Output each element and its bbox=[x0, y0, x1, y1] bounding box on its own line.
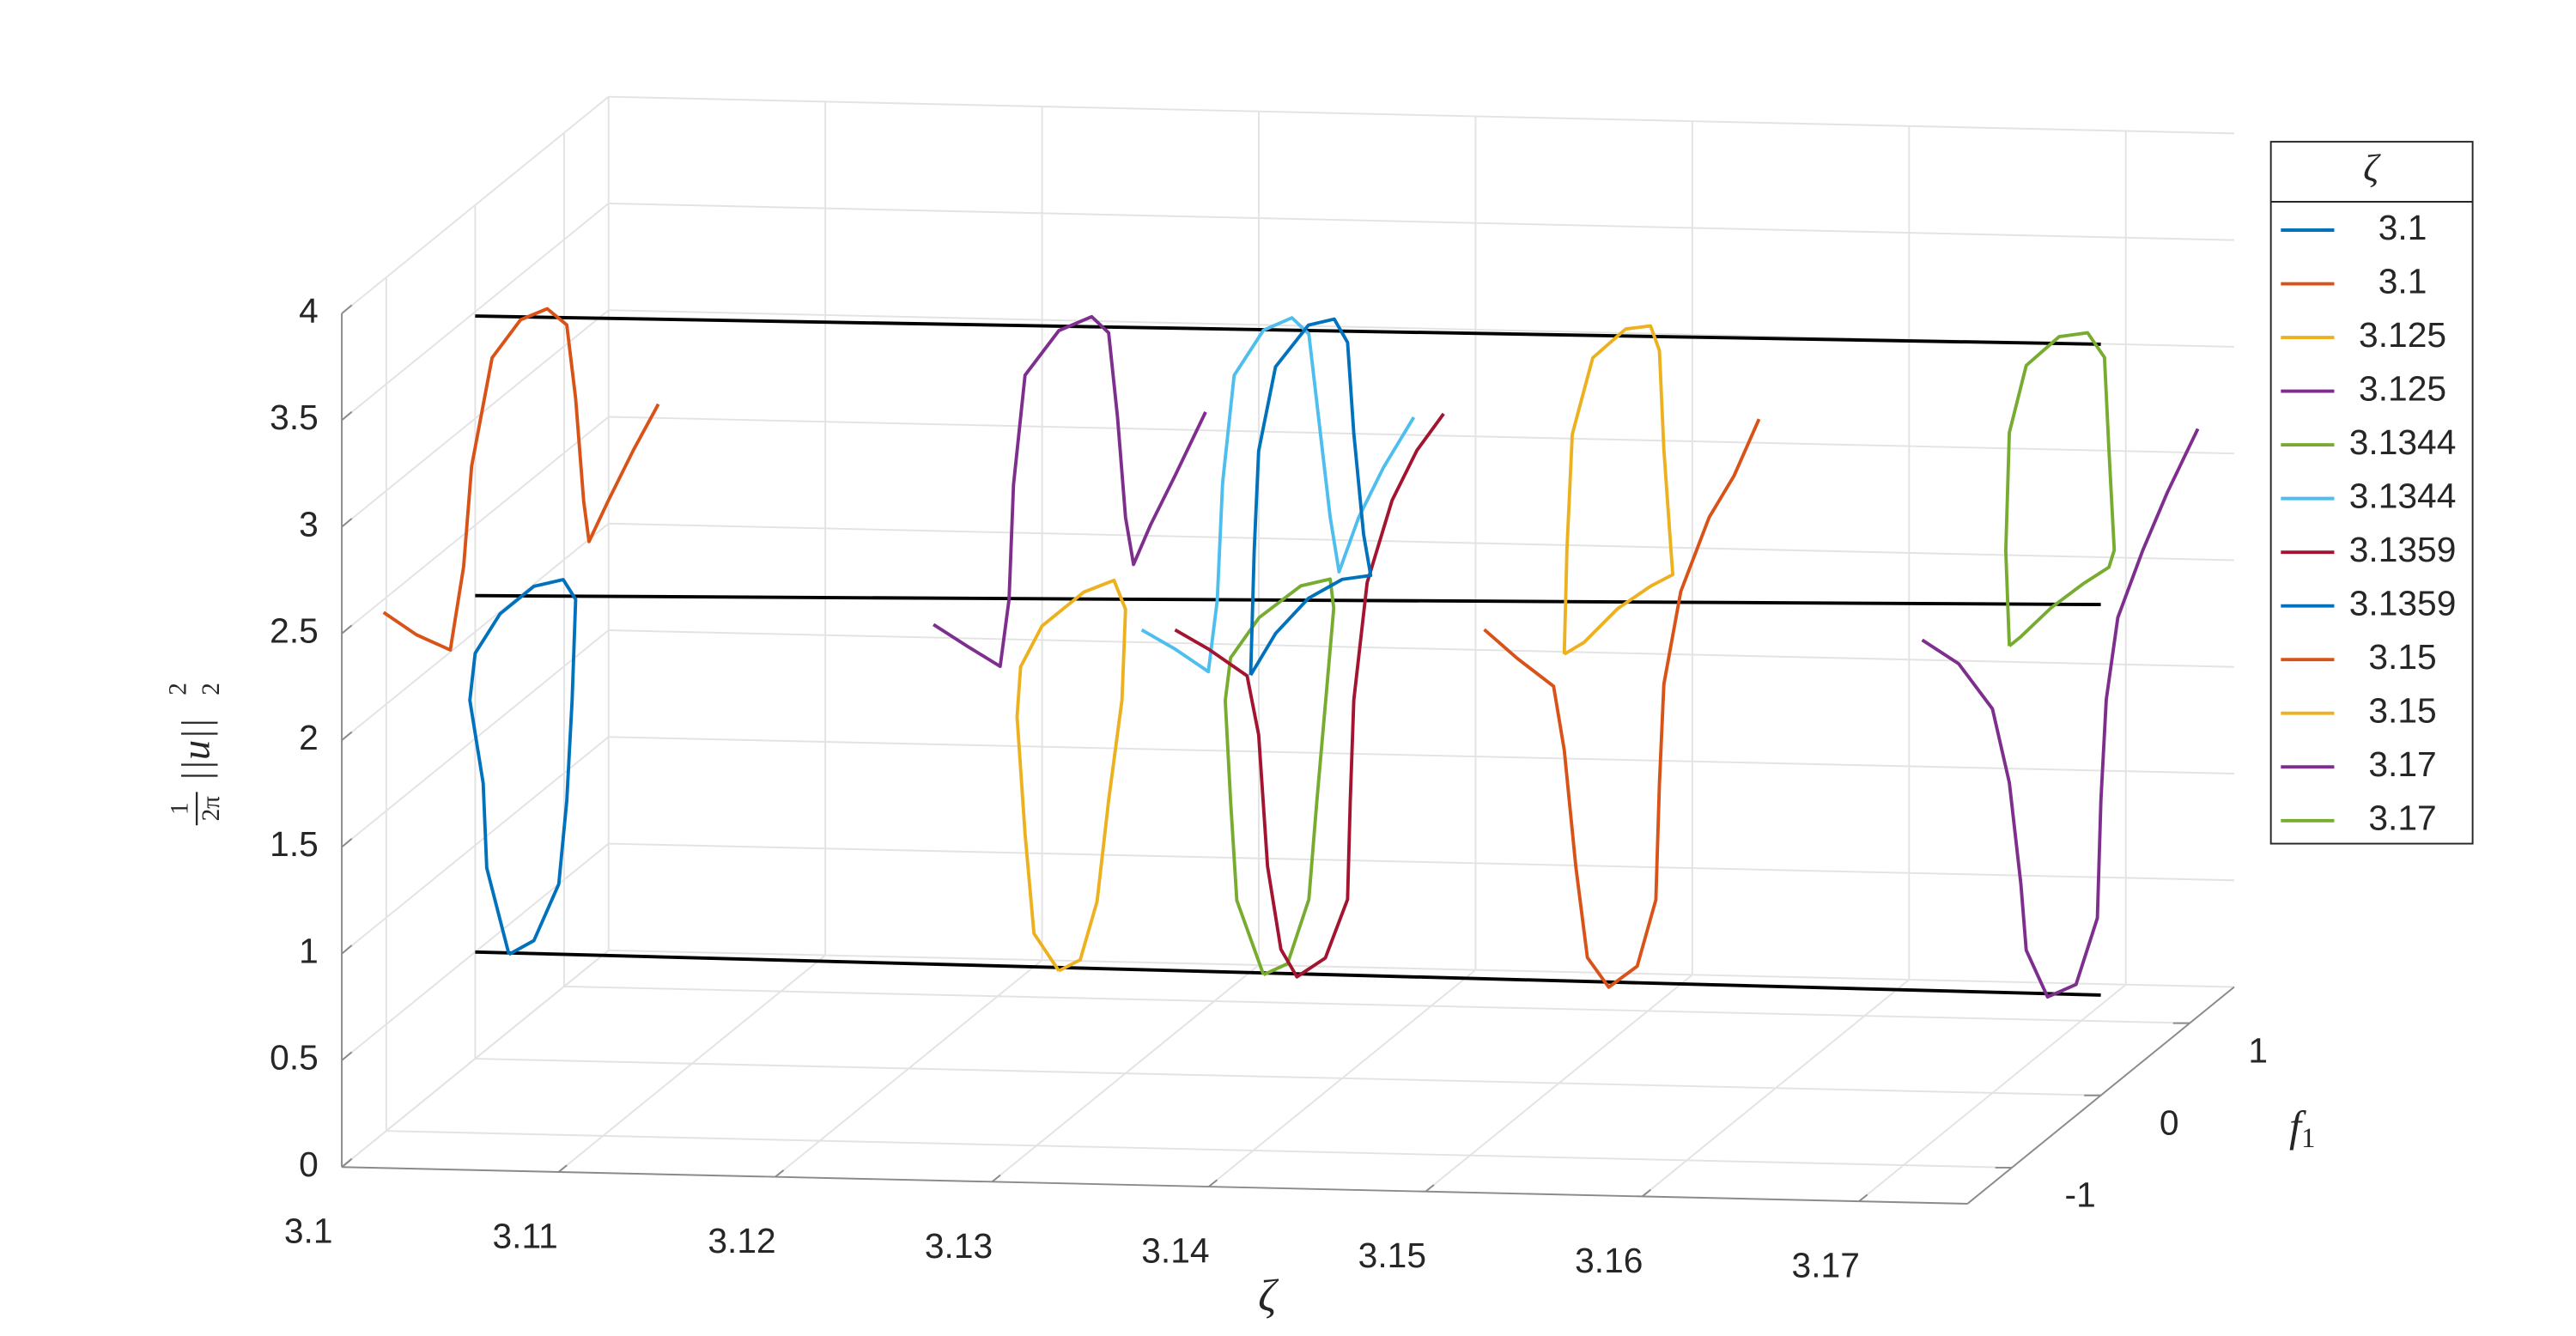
series-line bbox=[468, 578, 578, 956]
y-label-sub: 1 bbox=[2301, 1123, 2316, 1154]
x-tick-label: 3.14 bbox=[1141, 1230, 1209, 1270]
grid-line bbox=[608, 95, 2234, 135]
legend-label: 3.17 bbox=[2368, 799, 2436, 838]
z-tick bbox=[341, 304, 353, 314]
grid-line bbox=[608, 949, 2234, 988]
y-tick-label: -1 bbox=[2065, 1175, 2096, 1215]
legend-label: 3.1359 bbox=[2349, 530, 2457, 569]
series-line bbox=[1249, 317, 1373, 677]
z-tick-label: 0.5 bbox=[270, 1038, 319, 1078]
y-tick-label: 0 bbox=[2160, 1102, 2179, 1142]
legend-label: 3.1 bbox=[2379, 208, 2427, 247]
series-line bbox=[933, 314, 1207, 669]
x-tick-label: 3.16 bbox=[1575, 1241, 1643, 1280]
y-tick-label: 1 bbox=[2248, 1030, 2268, 1070]
z-tick-label: 2.5 bbox=[270, 611, 319, 651]
legend-label: 3.125 bbox=[2359, 368, 2446, 408]
z-tick-label: 3 bbox=[299, 504, 319, 544]
legend-label: 3.15 bbox=[2368, 637, 2436, 677]
series-line bbox=[1921, 428, 2200, 999]
grid-line bbox=[608, 522, 2234, 562]
series-line bbox=[382, 307, 660, 652]
x-axis-line bbox=[342, 1166, 1968, 1205]
grid bbox=[341, 95, 2234, 1202]
legend-label: 3.1344 bbox=[2349, 422, 2457, 462]
reference-line bbox=[475, 314, 2101, 346]
grid-line bbox=[608, 202, 2234, 241]
x-tick bbox=[341, 1159, 351, 1169]
legend-label: 3.1359 bbox=[2349, 583, 2457, 622]
x-tick-label: 3.12 bbox=[708, 1221, 775, 1260]
z-tick bbox=[341, 518, 353, 528]
z-tick bbox=[341, 837, 353, 848]
x-tick bbox=[991, 1174, 1001, 1183]
z-tick-label: 1.5 bbox=[270, 824, 319, 864]
z-label-den: 2π bbox=[197, 796, 225, 822]
x-axis-label: ζ bbox=[1258, 1272, 1279, 1321]
x-tick bbox=[1208, 1179, 1218, 1187]
z-axis-label: 1 2π ||u|| 2 2 bbox=[164, 683, 225, 826]
series-line bbox=[1483, 418, 1761, 989]
grid-line bbox=[608, 416, 2234, 455]
legend-label: 3.125 bbox=[2359, 315, 2446, 355]
z-tick bbox=[341, 944, 353, 955]
grid-line bbox=[386, 1130, 2013, 1169]
x-tick bbox=[775, 1169, 785, 1178]
legend-title: ζ bbox=[2363, 146, 2381, 189]
y-axis-line bbox=[1966, 986, 2235, 1205]
series-line bbox=[1140, 316, 1416, 674]
z-tick-label: 1 bbox=[299, 931, 319, 970]
legend-label: 3.17 bbox=[2368, 744, 2436, 784]
z-tick-label: 0 bbox=[299, 1145, 319, 1184]
legend-label: 3.1 bbox=[2379, 261, 2427, 301]
x-tick bbox=[1425, 1184, 1435, 1193]
series-line bbox=[1174, 412, 1445, 979]
z-tick-label: 4 bbox=[299, 291, 319, 331]
x-tick-label: 3.17 bbox=[1792, 1246, 1860, 1285]
z-tick-label: 3.5 bbox=[270, 398, 319, 437]
x-tick bbox=[1858, 1193, 1868, 1202]
z-tick bbox=[341, 1051, 353, 1061]
z-label-sup: 2 bbox=[164, 683, 191, 695]
x-tick-label: 3.11 bbox=[492, 1216, 557, 1255]
series-line bbox=[1015, 578, 1127, 973]
z-label-sub: 2 bbox=[197, 683, 225, 695]
z-tick bbox=[341, 410, 353, 422]
plot-area bbox=[382, 307, 2200, 999]
x-tick bbox=[1642, 1188, 1651, 1198]
series-line bbox=[2003, 331, 2117, 647]
legend-label: 3.1344 bbox=[2349, 476, 2457, 515]
z-label-norm: ||u|| bbox=[174, 718, 219, 782]
z-label-num: 1 bbox=[166, 803, 193, 816]
z-tick bbox=[341, 624, 353, 635]
x-tick-label: 3.1 bbox=[284, 1212, 333, 1251]
reference-line bbox=[475, 950, 2101, 997]
grid-line bbox=[608, 736, 2234, 774]
series-line bbox=[1223, 577, 1336, 976]
z-tick-label: 2 bbox=[299, 718, 319, 757]
legend-label: 3.15 bbox=[2368, 690, 2436, 730]
x-tick-label: 3.13 bbox=[925, 1226, 993, 1266]
y-axis-label: f1 bbox=[2289, 1102, 2316, 1154]
grid-line bbox=[608, 629, 2234, 668]
series-line bbox=[1562, 324, 1675, 656]
x-tick-label: 3.15 bbox=[1358, 1236, 1426, 1275]
z-tick bbox=[341, 731, 353, 741]
legend: ζ 3.1 3.1 3.125 3.125 3.1344 3.1344 3.1359 3.13… bbox=[2269, 141, 2474, 845]
x-tick bbox=[557, 1164, 568, 1173]
grid-line bbox=[563, 985, 2190, 1024]
grid-line bbox=[475, 1058, 2101, 1096]
grid-line bbox=[608, 842, 2234, 882]
legend-box bbox=[2269, 141, 2474, 845]
axes: 0 0.5 1 1.5 2 2.5 3 3.5 4 3.1 3.11 3.12 3.13 3.14 3.15… bbox=[270, 291, 2268, 1285]
reference-line bbox=[475, 593, 2101, 607]
